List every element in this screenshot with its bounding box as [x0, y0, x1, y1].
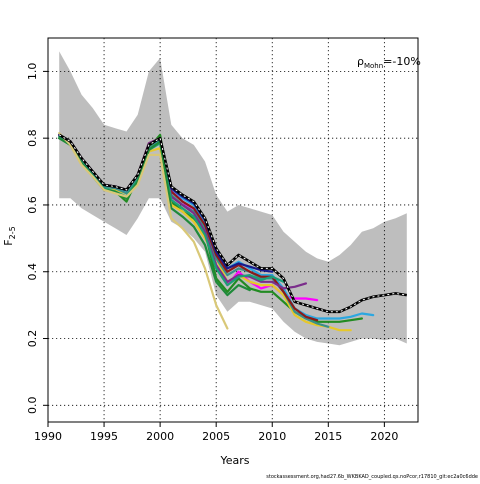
x-tick-label-1990: 1990: [34, 430, 62, 443]
footer-note: stockassessment.org,had27.6b_WKBKAD_coup…: [266, 474, 478, 480]
x-tick-label-2015: 2015: [314, 430, 342, 443]
main-series-layer: [58, 133, 407, 314]
x-tick-label-2020: 2020: [370, 430, 398, 443]
y-tick-label-3: 0.6: [26, 196, 39, 214]
y-axis-title-sub: 2-5: [8, 226, 17, 239]
mohn-rho-symbol: ρ: [357, 55, 364, 68]
y-tick-label-4: 0.8: [26, 129, 39, 147]
confidence-band: [59, 51, 407, 346]
series-line-11: [58, 132, 229, 330]
main-series-dash: [58, 134, 407, 313]
y-axis-title: F2-5: [2, 226, 17, 245]
x-tick-label-2010: 2010: [258, 430, 286, 443]
x-tick-label-1995: 1995: [90, 430, 118, 443]
mohn-rho-subscript: Mohn: [364, 62, 383, 70]
plot-frame: [47, 37, 419, 423]
x-tick-label-2000: 2000: [146, 430, 174, 443]
x-axis-title: Years: [219, 454, 249, 467]
y-tick-label-5: 1.0: [26, 63, 39, 81]
y-axis: 0.0 0.2 0.4 0.6 0.8 1.0: [26, 63, 48, 414]
mohn-rho-annotation: ρMohn=-10%: [357, 55, 421, 70]
y-tick-label-2: 0.4: [26, 263, 39, 281]
x-tick-label-2005: 2005: [202, 430, 230, 443]
mohn-rho-value: =-10%: [383, 55, 421, 68]
x-axis: 1990 1995 2000 2005 2010 2015 2020: [34, 422, 398, 443]
y-axis-title-main: F: [2, 239, 15, 245]
y-tick-label-1: 0.2: [26, 330, 39, 348]
y-tick-label-0: 0.0: [26, 397, 39, 415]
confidence-band-layer: [59, 51, 407, 346]
